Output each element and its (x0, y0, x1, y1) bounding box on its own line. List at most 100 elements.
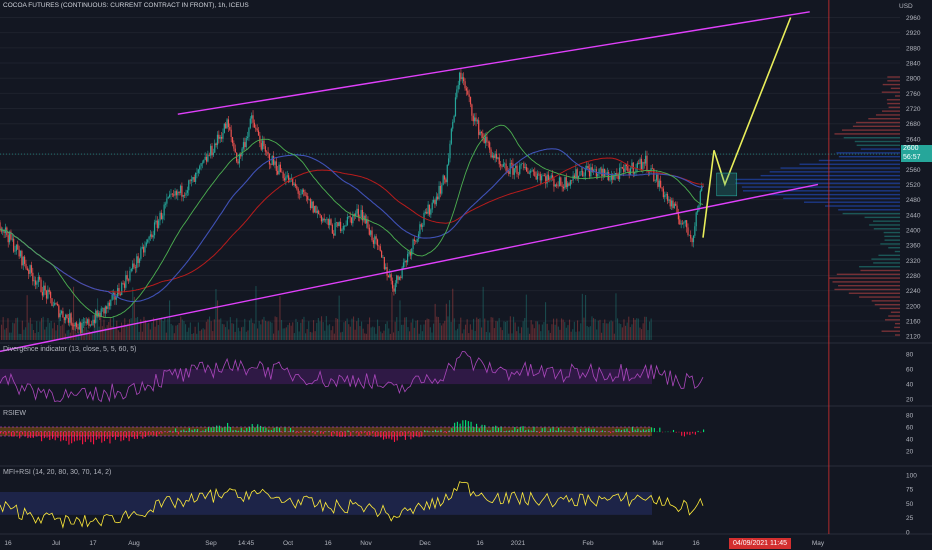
candle-body (428, 204, 431, 215)
candle-body (675, 203, 677, 206)
volume-bar (284, 328, 286, 340)
volume-bar (260, 324, 262, 340)
volume-bar (524, 317, 526, 340)
volume-bar (81, 331, 83, 340)
candle-body (132, 263, 134, 270)
rsiew-bar (590, 429, 592, 433)
candle-body (245, 137, 247, 148)
candle-body (430, 209, 432, 215)
rsiew-bar (393, 431, 396, 442)
rsiew-bar (361, 431, 363, 434)
volume-bar (234, 331, 236, 340)
candle-body (661, 187, 663, 189)
candle-body (320, 215, 323, 222)
candle-body (70, 313, 72, 325)
volume-bar (76, 333, 78, 340)
panel0-y-tick-1: 60 (906, 366, 914, 373)
volume-bar (17, 317, 19, 340)
volume-profile-bar (743, 190, 900, 192)
x-tick-label-13: Mar (652, 540, 664, 547)
rsiew-bar (112, 431, 114, 438)
rsiew-bar (377, 431, 379, 437)
volume-profile-bar (887, 80, 900, 82)
y-tick-label-20: 2160 (906, 319, 921, 326)
rsiew-bar (180, 430, 182, 433)
candle-body (345, 224, 347, 226)
candle-body (370, 230, 372, 235)
candle-body (242, 142, 245, 149)
volume-bar (601, 332, 603, 340)
candle-body (233, 142, 235, 149)
candle-body (123, 283, 126, 288)
rsiew-bar (5, 431, 7, 436)
volume-bar (265, 320, 267, 340)
volume-bar (237, 327, 239, 340)
volume-bar (514, 322, 516, 340)
candle-body (59, 313, 61, 318)
rsiew-bar (462, 420, 464, 433)
y-tick-label-16: 2320 (906, 258, 921, 265)
volume-bar (241, 327, 243, 340)
volume-bar (517, 326, 519, 340)
volume-bar (423, 324, 425, 340)
volume-bar (516, 331, 518, 340)
volume-bar (193, 333, 195, 340)
volume-bar (18, 333, 20, 340)
panel1-y-tick-3: 20 (906, 449, 914, 456)
rsiew-bar (279, 427, 281, 433)
volume-bar (620, 323, 622, 340)
candle-body (402, 262, 405, 268)
candle-body (568, 183, 570, 186)
candle-body (41, 292, 44, 296)
candle-body (65, 314, 67, 321)
volume-bar (289, 322, 291, 340)
candle-body (45, 290, 48, 299)
candle-body (267, 151, 269, 155)
candle-body (121, 282, 123, 295)
rsiew-bar (563, 429, 565, 433)
y-tick-label-3: 2840 (906, 61, 921, 68)
candle-body (490, 149, 492, 158)
rsiew-bar (101, 431, 103, 443)
volume-bar (613, 333, 615, 340)
rsiew-bar (478, 428, 480, 433)
volume-profile-bar (859, 266, 900, 268)
candle-body (200, 163, 202, 167)
candle-body (539, 174, 541, 181)
candle-body (151, 234, 153, 238)
volume-bar (257, 328, 259, 340)
candle-body (580, 170, 582, 172)
volume-bar (188, 327, 190, 340)
candle-body (374, 236, 376, 244)
candle-body (40, 279, 42, 293)
rsiew-bar (560, 430, 562, 433)
panel0-band (0, 368, 652, 385)
candle-body (424, 211, 426, 213)
candle-body (400, 276, 402, 278)
candle-body (583, 175, 585, 177)
x-tick-label-16: May (812, 540, 825, 547)
volume-bar (532, 324, 534, 340)
rsiew-bar (519, 427, 521, 433)
volume-bar (303, 316, 305, 340)
rsiew-bar (380, 431, 382, 438)
volume-bar (31, 323, 33, 340)
candle-body (107, 302, 109, 309)
candle-body (252, 115, 254, 123)
volume-bar (266, 321, 268, 340)
volume-bar (60, 325, 62, 340)
candle-body (501, 165, 503, 167)
rsiew-bar (593, 428, 595, 433)
rsiew-bar (175, 428, 177, 433)
candle-body (60, 311, 63, 314)
volume-bar (650, 318, 652, 340)
volume-bar (186, 331, 188, 340)
volume-profile-bar (818, 159, 900, 162)
rsiew-bar (79, 431, 81, 441)
rsiew-bar (558, 427, 560, 433)
volume-bar (34, 333, 36, 340)
rsiew-bar (382, 431, 385, 440)
candle-body (698, 205, 700, 211)
volume-profile-bar (884, 319, 900, 321)
candle-body (119, 294, 121, 295)
